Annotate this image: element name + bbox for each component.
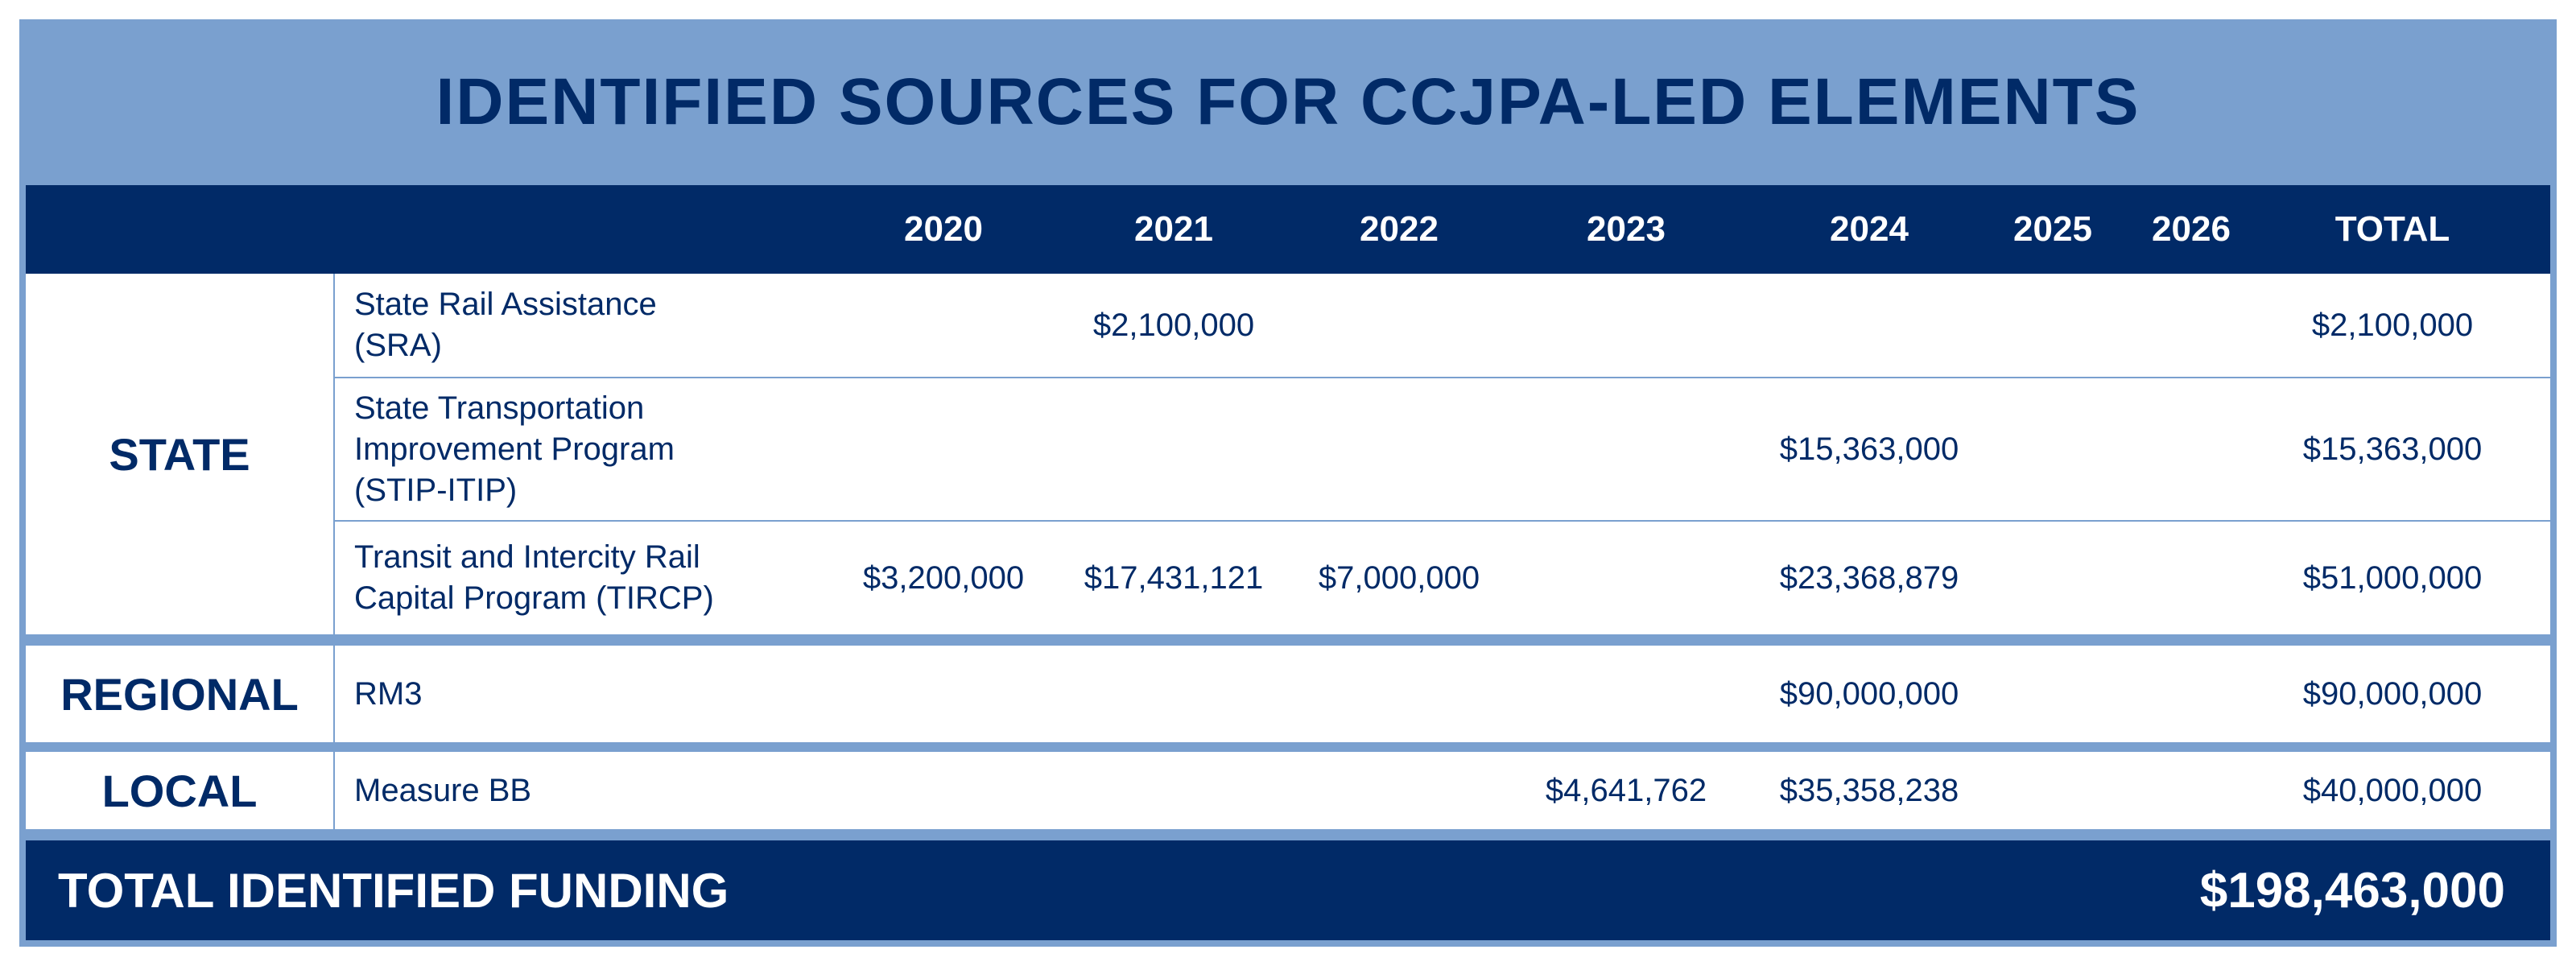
table-row: State Rail Assistance (SRA) $2,100,000 $… bbox=[26, 274, 2550, 377]
row-divider bbox=[333, 377, 2550, 378]
table-row: Transit and Intercity Rail Capital Progr… bbox=[26, 522, 2550, 634]
row-description: RM3 bbox=[354, 646, 805, 742]
regional-group: REGIONAL RM3 $90,000,000 $90,000,000 bbox=[26, 646, 2550, 742]
local-group: LOCAL Measure BB $4,641,762 $35,358,238 … bbox=[26, 752, 2550, 829]
row-name-line: (STIP-ITIP) bbox=[354, 472, 518, 508]
row-name-line: Improvement Program bbox=[354, 431, 675, 467]
state-group: STATE State Rail Assistance (SRA) $2,100… bbox=[26, 274, 2550, 634]
value-2024: $35,358,238 bbox=[1779, 772, 1959, 808]
col-header-2026: 2026 bbox=[2152, 209, 2231, 249]
col-header-2022: 2022 bbox=[1360, 209, 1439, 249]
column-divider bbox=[333, 646, 335, 742]
page-title: IDENTIFIED SOURCES FOR CCJPA-LED ELEMENT… bbox=[436, 65, 2140, 138]
row-description: State Rail Assistance (SRA) bbox=[354, 274, 805, 377]
row-description: State Transportation Improvement Program… bbox=[354, 378, 805, 520]
col-header-2024: 2024 bbox=[1830, 209, 1909, 249]
funding-table-frame: IDENTIFIED SOURCES FOR CCJPA-LED ELEMENT… bbox=[19, 19, 2557, 947]
col-header-total: TOTAL bbox=[2334, 209, 2450, 249]
column-divider bbox=[333, 274, 335, 634]
value-total: $51,000,000 bbox=[2302, 559, 2483, 596]
total-row: TOTAL IDENTIFIED FUNDING $198,463,000 bbox=[26, 840, 2550, 940]
row-description: Measure BB bbox=[354, 752, 805, 829]
value-2023: $4,641,762 bbox=[1545, 772, 1707, 808]
value-2020: $3,200,000 bbox=[862, 559, 1025, 596]
group-label-state: STATE bbox=[109, 428, 250, 480]
value-2021: $2,100,000 bbox=[1092, 307, 1255, 343]
row-description: Transit and Intercity Rail Capital Progr… bbox=[354, 522, 805, 634]
total-value: $198,463,000 bbox=[2199, 862, 2505, 919]
value-2024: $15,363,000 bbox=[1779, 431, 1959, 467]
value-2024: $23,368,879 bbox=[1779, 559, 1959, 596]
row-name-line: Capital Program (TIRCP) bbox=[354, 580, 714, 616]
header-row: 2020 2021 2022 2023 2024 2025 2026 TOTAL bbox=[26, 185, 2550, 274]
group-label-regional: REGIONAL bbox=[60, 668, 299, 720]
group-label-local: LOCAL bbox=[101, 765, 258, 816]
col-header-2025: 2025 bbox=[2013, 209, 2092, 249]
title-bar: IDENTIFIED SOURCES FOR CCJPA-LED ELEMENT… bbox=[19, 19, 2557, 185]
value-total: $2,100,000 bbox=[2311, 307, 2474, 343]
row-name-line: State Transportation bbox=[354, 390, 645, 426]
value-total: $15,363,000 bbox=[2302, 431, 2483, 467]
value-2021: $17,431,121 bbox=[1084, 559, 1264, 596]
table-row: Measure BB $4,641,762 $35,358,238 $40,00… bbox=[26, 752, 2550, 829]
value-2024: $90,000,000 bbox=[1779, 675, 1959, 712]
col-header-2020: 2020 bbox=[904, 209, 983, 249]
table-row: RM3 $90,000,000 $90,000,000 bbox=[26, 646, 2550, 742]
row-name: Measure BB bbox=[354, 772, 532, 808]
row-divider bbox=[333, 520, 2550, 522]
table-row: State Transportation Improvement Program… bbox=[26, 378, 2550, 520]
column-divider bbox=[333, 752, 335, 829]
col-header-2021: 2021 bbox=[1134, 209, 1213, 249]
row-name: RM3 bbox=[354, 675, 423, 712]
row-name-line: Transit and Intercity Rail bbox=[354, 539, 700, 575]
value-total: $90,000,000 bbox=[2302, 675, 2483, 712]
row-name-line: State Rail Assistance bbox=[354, 287, 657, 322]
row-name-line: (SRA) bbox=[354, 328, 442, 363]
value-total: $40,000,000 bbox=[2302, 772, 2483, 808]
total-label: TOTAL IDENTIFIED FUNDING bbox=[58, 863, 729, 918]
value-2022: $7,000,000 bbox=[1318, 559, 1480, 596]
col-header-2023: 2023 bbox=[1587, 209, 1666, 249]
